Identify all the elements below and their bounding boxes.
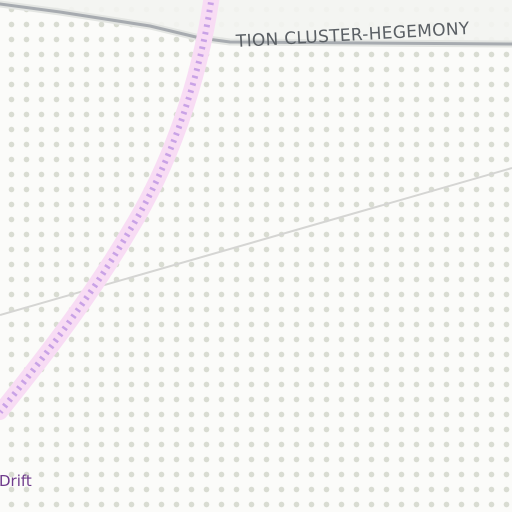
hegemony-territory bbox=[0, 0, 512, 44]
hyperspace-lane bbox=[0, 167, 512, 316]
territory-border bbox=[0, 2, 512, 46]
drift-route-glow bbox=[0, 0, 220, 420]
route-label-drift: Drift bbox=[0, 472, 32, 490]
drift-route[interactable] bbox=[0, 0, 215, 414]
